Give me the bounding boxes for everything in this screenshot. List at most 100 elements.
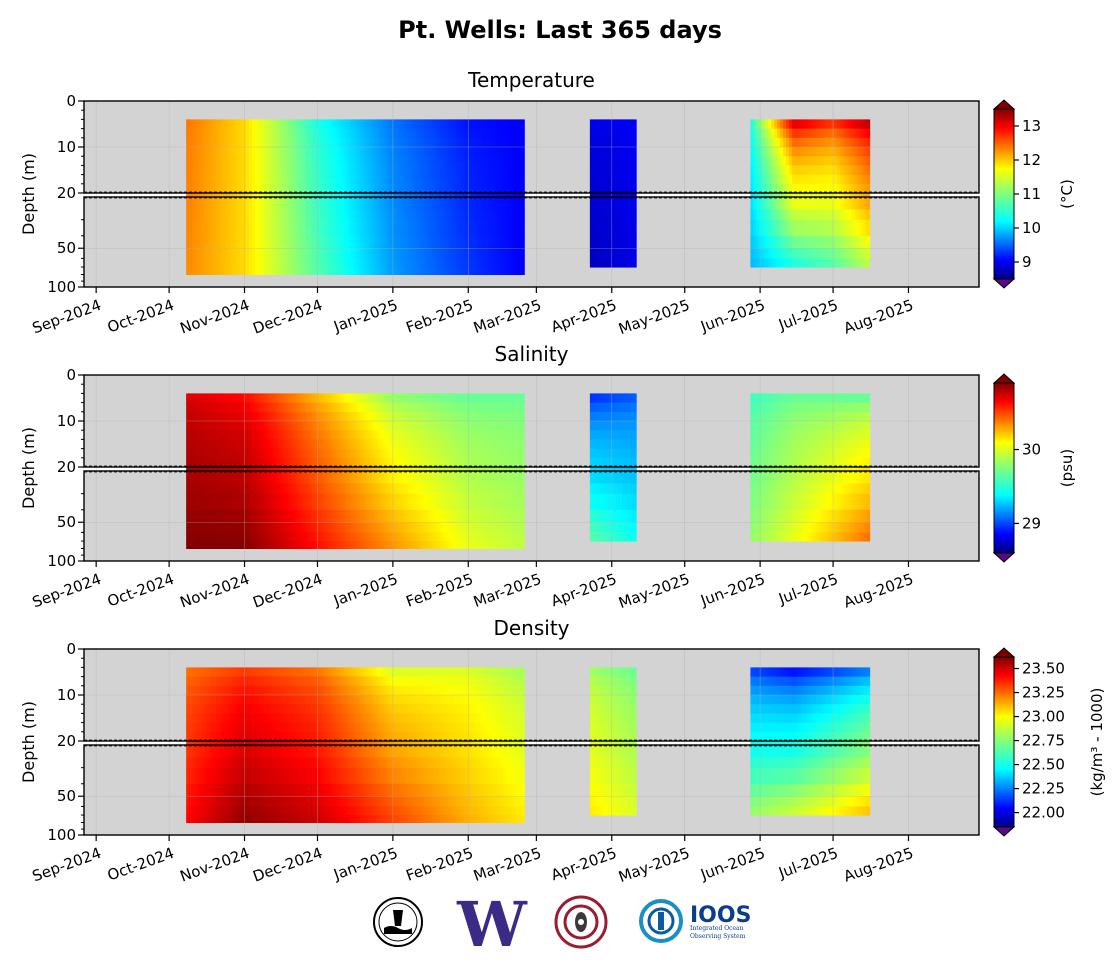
heatmap-cell [359, 183, 364, 194]
heatmap-cell [815, 248, 820, 259]
heatmap-cell [335, 467, 340, 484]
heatmap-cell [395, 457, 400, 468]
heatmap-cell [521, 509, 525, 523]
heatmap-cell [827, 457, 832, 468]
heatmap-cell [497, 411, 501, 422]
heatmap-cell [344, 541, 349, 550]
heatmap-cell [323, 393, 328, 404]
heatmap-cell [401, 193, 406, 210]
heatmap-cell [768, 393, 772, 404]
heatmap-cell [335, 235, 340, 249]
heatmap-cell [207, 128, 211, 139]
heatmap-cell [329, 174, 334, 185]
heatmap-cell [219, 174, 223, 185]
heatmap-cell [809, 493, 814, 511]
heatmap-cell [599, 393, 603, 404]
heatmap-cell [780, 165, 784, 176]
heatmap-cell [458, 267, 462, 276]
heatmap-cell [356, 439, 361, 450]
heatmap-cell [347, 509, 352, 523]
heatmap-cell [827, 258, 832, 268]
heatmap-cell [392, 532, 397, 542]
heatmap-cell [753, 156, 757, 166]
heatmap-cell [237, 532, 241, 542]
heatmap-cell [798, 219, 802, 237]
heatmap-cell [359, 147, 364, 157]
heatmap-cell [500, 448, 504, 459]
heatmap-cell [449, 522, 454, 533]
heatmap-cell [323, 467, 328, 484]
heatmap-cell [401, 235, 406, 249]
heatmap-cell [476, 165, 480, 176]
heatmap-cell [815, 411, 820, 422]
heatmap-cell [231, 439, 235, 450]
heatmap-cell [467, 430, 471, 440]
heatmap-cell [302, 439, 307, 450]
heatmap-cell [494, 147, 498, 157]
heatmap-cell [335, 119, 340, 130]
heatmap-cell [272, 248, 277, 259]
heatmap-cell [602, 147, 606, 157]
heatmap-cell [608, 219, 613, 237]
heatmap-cell [629, 193, 634, 210]
heatmap-cell [461, 156, 465, 166]
heatmap-cell [407, 402, 412, 413]
heatmap-cell [771, 411, 775, 422]
heatmap-cell [509, 393, 513, 404]
heatmap-cell [254, 137, 259, 148]
heatmap-cell [239, 165, 244, 176]
heatmap-cell [632, 402, 637, 413]
heatmap-cell [798, 421, 802, 431]
heatmap-cell [464, 219, 468, 237]
y-axis-label: Depth (m) [19, 153, 38, 235]
heatmap-cell [263, 137, 268, 148]
heatmap-cell [392, 248, 397, 259]
heatmap-cell [509, 193, 513, 210]
heatmap-cell [431, 183, 436, 194]
heatmap-cell [222, 174, 226, 185]
heatmap-cell [437, 219, 442, 237]
heatmap-cell [521, 183, 525, 194]
heatmap-cell [753, 235, 757, 249]
heatmap-cell [189, 448, 193, 459]
heatmap-cell [842, 509, 847, 523]
heatmap-cell [599, 509, 603, 523]
heatmap-cell [842, 421, 847, 431]
heatmap-cell [254, 467, 259, 484]
heatmap-cell [771, 174, 775, 185]
heatmap-cell [815, 183, 820, 194]
heatmap-cell [780, 467, 784, 484]
heatmap-cell [204, 193, 208, 210]
heatmap-cell [476, 532, 480, 542]
heatmap-cell [281, 532, 286, 542]
heatmap-cell [198, 457, 202, 468]
heatmap-cell [845, 183, 850, 194]
heatmap-cell [222, 522, 226, 533]
heatmap-cell [344, 430, 349, 440]
heatmap-cell [248, 448, 253, 459]
heatmap-cell [827, 174, 832, 185]
heatmap-cell [329, 493, 334, 511]
heatmap-cell [431, 193, 436, 210]
heatmap-cell [479, 156, 483, 166]
heatmap-cell [368, 137, 373, 148]
heatmap-cell [789, 147, 793, 157]
heatmap-cell [768, 522, 772, 533]
heatmap-cell [806, 421, 811, 431]
heatmap-cell [234, 235, 238, 249]
heatmap-cell [228, 411, 232, 422]
heatmap-cell [275, 532, 280, 542]
heatmap-cell [338, 147, 343, 157]
heatmap-cell [614, 147, 619, 157]
heatmap-cell [380, 128, 385, 139]
heatmap-cell [467, 402, 471, 413]
heatmap-cell [380, 219, 385, 237]
heatmap-cell [467, 156, 471, 166]
heatmap-cell [257, 193, 262, 210]
heatmap-cell [626, 147, 631, 157]
heatmap-cell [848, 393, 853, 404]
heatmap-cell [347, 421, 352, 431]
heatmap-cell [602, 137, 606, 148]
heatmap-cell [332, 448, 337, 459]
heatmap-cell [362, 483, 367, 495]
